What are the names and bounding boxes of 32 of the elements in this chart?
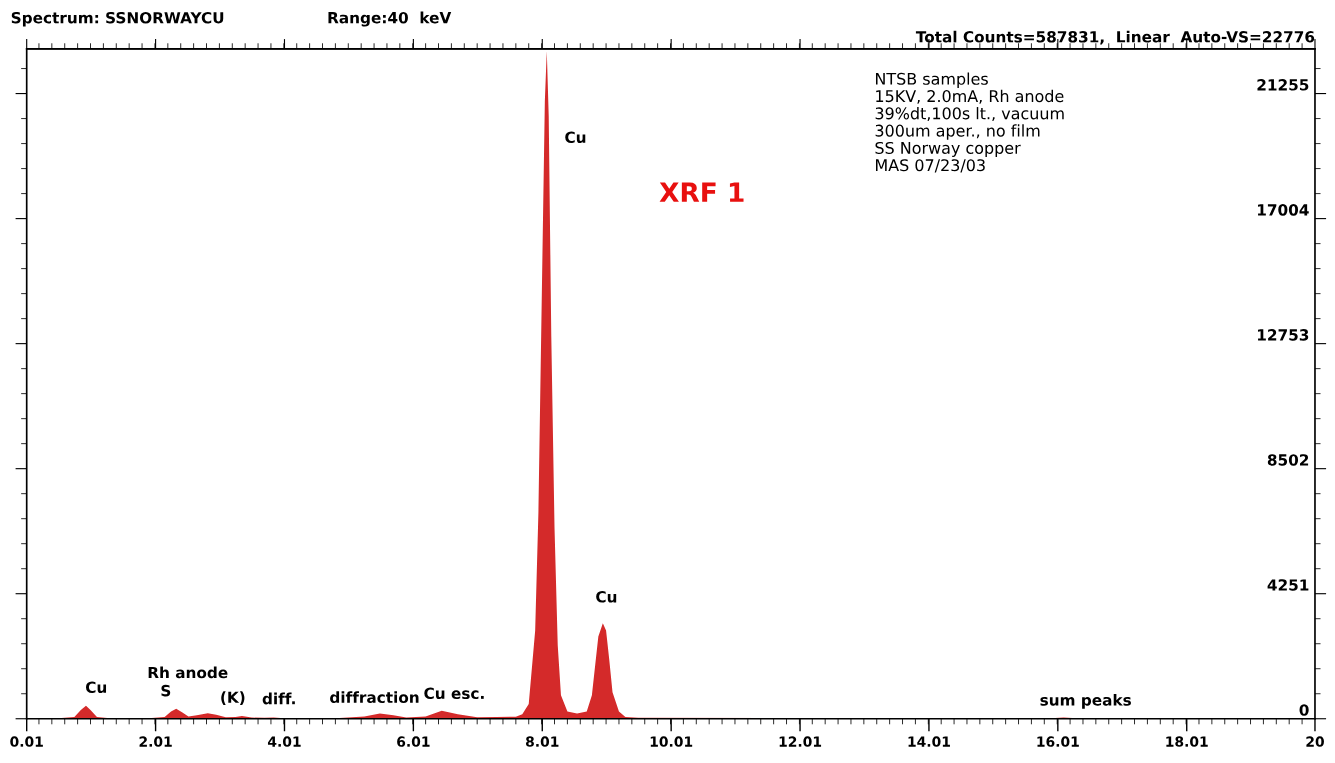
y-tick-label: 4251 — [1267, 579, 1309, 591]
y-tick-label: 12753 — [1257, 329, 1309, 341]
chart-title: Spectrum: SSNORWAYCU — [11, 11, 224, 27]
x-tick-label: 4.01 — [267, 736, 301, 747]
annotation: NTSB samples 15KV, 2.0mA, Rh anode 39%dt,100s lt., vacuum 300um aper., no film SS Norway copper MAS 07/23/03 — [875, 72, 1064, 173]
annotation: XRF 1 — [659, 182, 744, 202]
x-tick-label: 10.01 — [650, 736, 693, 747]
annotation: sum peaks — [1040, 693, 1131, 709]
y-tick-label: 8502 — [1267, 454, 1309, 466]
annotation: S — [161, 684, 171, 697]
x-tick-label: 2.01 — [139, 736, 172, 747]
text: Total Counts=587831, Linear Auto-VS=22776 — [915, 30, 1315, 45]
annotation: (K) — [221, 691, 245, 705]
annotation: Cu esc. — [424, 687, 484, 700]
x-tick-label: 0.01 — [10, 736, 43, 747]
y-tick-label: 0 — [1299, 704, 1309, 716]
annotation: diffraction — [330, 691, 419, 704]
x-tick-label: 18.01 — [1166, 736, 1208, 747]
x-tick-label: 16.01 — [1037, 736, 1079, 747]
annotation: Rh anode — [148, 666, 228, 679]
x-tick-label: 8.01 — [525, 736, 559, 747]
annotation: Cu — [596, 591, 617, 603]
x-tick-label: 14.01 — [908, 736, 950, 747]
chart-subtitle: Range:40 keV — [328, 11, 452, 27]
annotation: Cu — [85, 681, 107, 694]
annotation: Cu — [565, 131, 586, 144]
y-tick-label: 17004 — [1257, 204, 1309, 216]
x-tick-label: 6.01 — [397, 736, 430, 747]
annotation: diff. — [262, 692, 295, 705]
y-tick-label: 21255 — [1257, 79, 1309, 91]
x-tick-label: 12.01 — [779, 736, 822, 747]
x-tick-label: 20 — [1306, 736, 1324, 747]
